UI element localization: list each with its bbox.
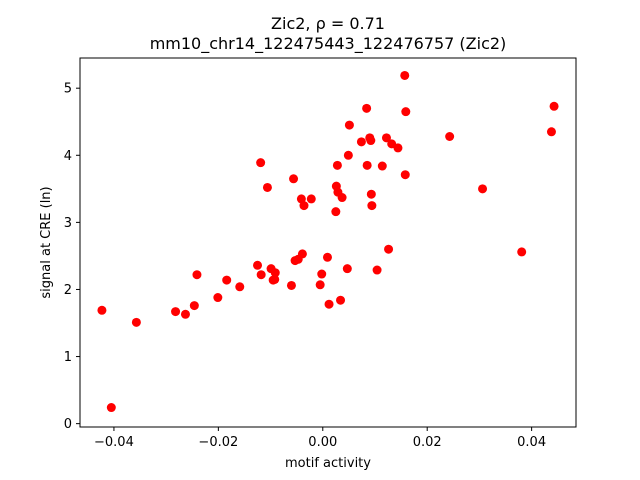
data-point — [331, 207, 341, 217]
y-axis-label: signal at CRE (ln) — [39, 186, 54, 298]
data-point — [549, 101, 559, 111]
data-point — [366, 136, 376, 146]
axis-ticks: −0.04 −0.02 0.00 0.02 0.04 0 1 2 3 4 5 — [64, 82, 546, 450]
data-point — [366, 189, 376, 199]
data-point — [342, 264, 352, 274]
data-point — [393, 143, 403, 153]
data-point — [546, 127, 556, 137]
data-point — [445, 131, 455, 141]
data-point — [192, 270, 202, 280]
data-point — [180, 309, 190, 319]
data-point — [270, 274, 280, 284]
data-point — [372, 265, 382, 275]
data-point — [381, 133, 391, 143]
data-point — [315, 280, 325, 290]
data-point — [332, 160, 342, 170]
data-point — [256, 270, 266, 280]
data-point — [286, 280, 296, 290]
data-point — [299, 201, 309, 211]
data-point — [384, 244, 394, 254]
chart-title-line-1: Zic2, ρ = 0.71 — [271, 14, 385, 33]
data-point — [106, 403, 116, 413]
data-point — [171, 307, 181, 317]
x-axis-label: motif activity — [285, 456, 371, 471]
data-point — [367, 201, 377, 211]
data-point — [478, 184, 488, 194]
axes-frame — [79, 57, 577, 428]
data-point — [362, 103, 372, 113]
data-point — [337, 193, 347, 203]
data-point — [517, 247, 527, 257]
data-point — [344, 120, 354, 130]
x-tick-label: 0.04 — [517, 435, 546, 450]
x-tick-label: 0.02 — [413, 435, 442, 450]
data-point — [343, 150, 353, 160]
data-point — [213, 293, 223, 303]
data-point — [317, 269, 327, 279]
data-point — [97, 305, 107, 315]
data-point — [377, 161, 387, 171]
data-point — [400, 170, 410, 180]
x-tick-label: 0.00 — [308, 435, 337, 450]
x-tick-label: −0.02 — [198, 435, 238, 450]
data-point — [306, 194, 316, 204]
chart-title-line-2: mm10_chr14_122475443_122476757 (Zic2) — [149, 34, 507, 53]
data-point — [235, 282, 245, 292]
y-tick-label: 5 — [64, 82, 72, 97]
y-tick-label: 4 — [64, 149, 72, 164]
data-point — [256, 158, 266, 168]
data-point — [222, 275, 232, 285]
data-point — [400, 70, 410, 80]
data-point — [270, 268, 280, 278]
y-tick-label: 3 — [64, 216, 72, 231]
y-tick-label: 0 — [64, 417, 72, 432]
data-point — [289, 174, 299, 184]
data-point — [253, 260, 263, 270]
data-point — [189, 301, 199, 311]
data-point — [297, 249, 307, 259]
y-tick-label: 2 — [64, 283, 72, 298]
data-point — [322, 252, 332, 262]
data-point — [362, 160, 372, 170]
y-tick-label: 1 — [64, 350, 72, 365]
data-point — [336, 295, 346, 305]
data-point — [324, 299, 334, 309]
data-point — [401, 107, 411, 117]
x-tick-label: −0.04 — [94, 435, 134, 450]
data-point — [131, 317, 141, 327]
data-points — [97, 70, 559, 413]
data-point — [356, 137, 366, 147]
data-point — [262, 182, 272, 192]
